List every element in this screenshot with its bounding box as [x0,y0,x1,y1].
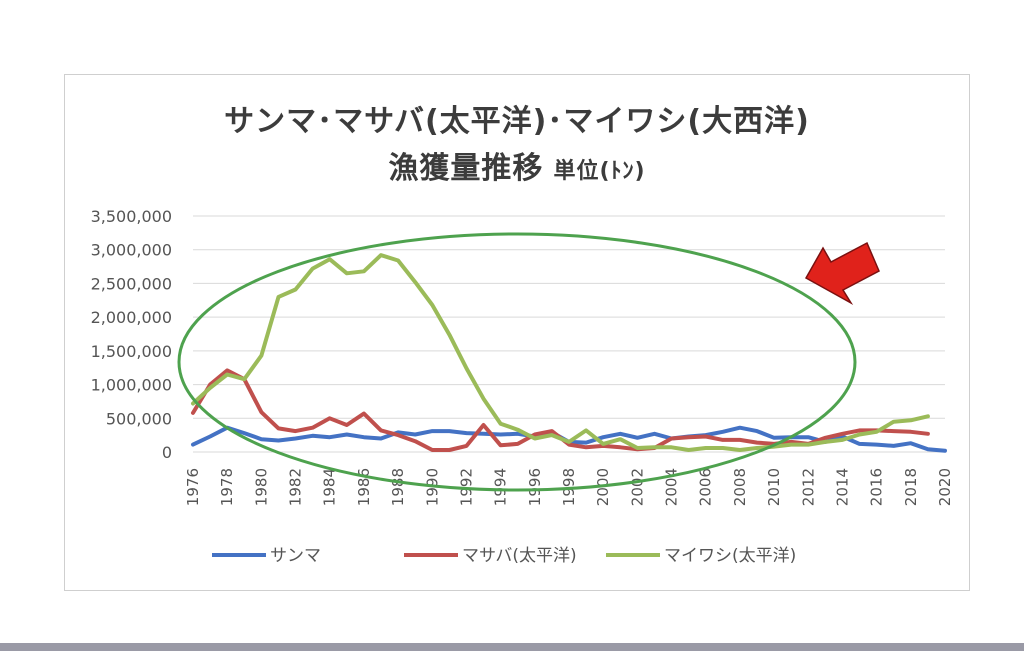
y-tick-label: 0 [162,443,172,462]
y-tick-label: 2,500,000 [91,274,172,293]
chart-subtitle-text: 漁獲量推移 [388,151,544,186]
legend-label: サンマ [270,546,321,566]
x-tick-label: 2016 [868,468,886,506]
x-tick-label: 2002 [628,468,646,506]
chart-title: サンマ･マサバ(太平洋)･マイワシ(大西洋) [224,104,810,139]
chart-subtitle: 漁獲量推移 単位(ﾄﾝ) [64,143,970,187]
y-tick-label: 2,000,000 [91,308,172,327]
x-tick-label: 1996 [526,468,544,506]
x-tick-label: 2020 [936,468,954,506]
x-tick-label: 2006 [697,468,715,506]
x-tick-label: 2014 [833,468,851,506]
legend-label: マサバ(太平洋) [462,546,577,566]
x-tick-label: 1978 [218,468,236,506]
series-lines [191,253,947,453]
series-line [191,253,930,452]
x-tick-label: 1994 [492,468,510,506]
unit-label: 単位(ﾄﾝ) [553,159,646,184]
x-tick-label: 1984 [321,468,339,506]
x-tick-label: 1976 [184,468,202,506]
x-tick-label: 1980 [252,468,270,506]
x-tick-label: 2010 [765,468,783,506]
x-tick-label: 1988 [389,468,407,506]
slide-bottom-bar [0,643,1024,651]
x-tick-label: 1982 [287,468,305,506]
y-axis-ticks: 3,500,000 3,000,000 2,500,000 2,000,000 1,50… [91,207,172,462]
x-tick-label: 2012 [799,468,817,506]
legend: サンマ マサバ(太平洋) マイワシ(太平洋) [212,546,796,566]
y-tick-label: 1,500,000 [91,342,172,361]
x-tick-label: 2018 [902,468,920,506]
y-tick-label: 500,000 [106,409,172,428]
y-tick-label: 1,000,000 [91,376,172,395]
highlight-ellipse [177,232,857,492]
x-tick-label: 2008 [731,468,749,506]
y-tick-label: 3,000,000 [91,241,172,260]
grid-lines [193,215,945,453]
y-tick-label: 3,500,000 [91,207,172,226]
red-arrow-icon [804,241,880,306]
legend-label: マイワシ(太平洋) [664,546,796,566]
annotations [177,232,880,492]
chart-frame [64,74,970,591]
